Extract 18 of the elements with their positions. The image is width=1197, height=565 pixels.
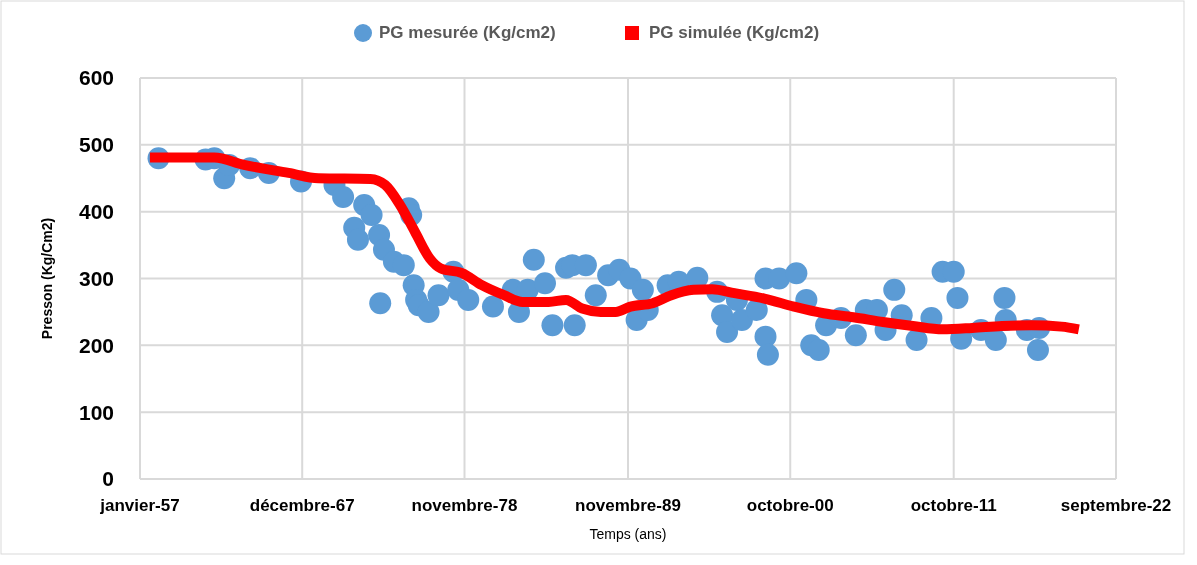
x-tick-label: octobre-00 xyxy=(746,496,834,515)
y-tick-label: 600 xyxy=(78,66,114,90)
y-tick-label: 400 xyxy=(78,200,114,224)
x-tick-label: novembre-89 xyxy=(575,496,681,515)
x-axis-title: Temps (ans) xyxy=(589,526,667,542)
y-tick-label: 0 xyxy=(102,467,114,491)
x-tick-label: décembre-67 xyxy=(249,496,355,515)
y-axis-title: Presson (Kg/Cm2) xyxy=(39,217,55,340)
y-tick-label: 300 xyxy=(78,266,114,290)
y-tick-label: 200 xyxy=(78,333,114,357)
legend-label: PG mesurée (Kg/cm2) xyxy=(379,23,556,42)
legend-label: PG simulée (Kg/cm2) xyxy=(649,23,820,42)
y-tick-label: 500 xyxy=(78,133,114,157)
x-tick-label: octobre-11 xyxy=(910,496,997,515)
x-tick-label: septembre-22 xyxy=(1060,496,1172,515)
x-tick-label: novembre-78 xyxy=(411,496,518,515)
y-tick-label: 100 xyxy=(78,400,114,424)
x-tick-label: janvier-57 xyxy=(99,496,180,515)
